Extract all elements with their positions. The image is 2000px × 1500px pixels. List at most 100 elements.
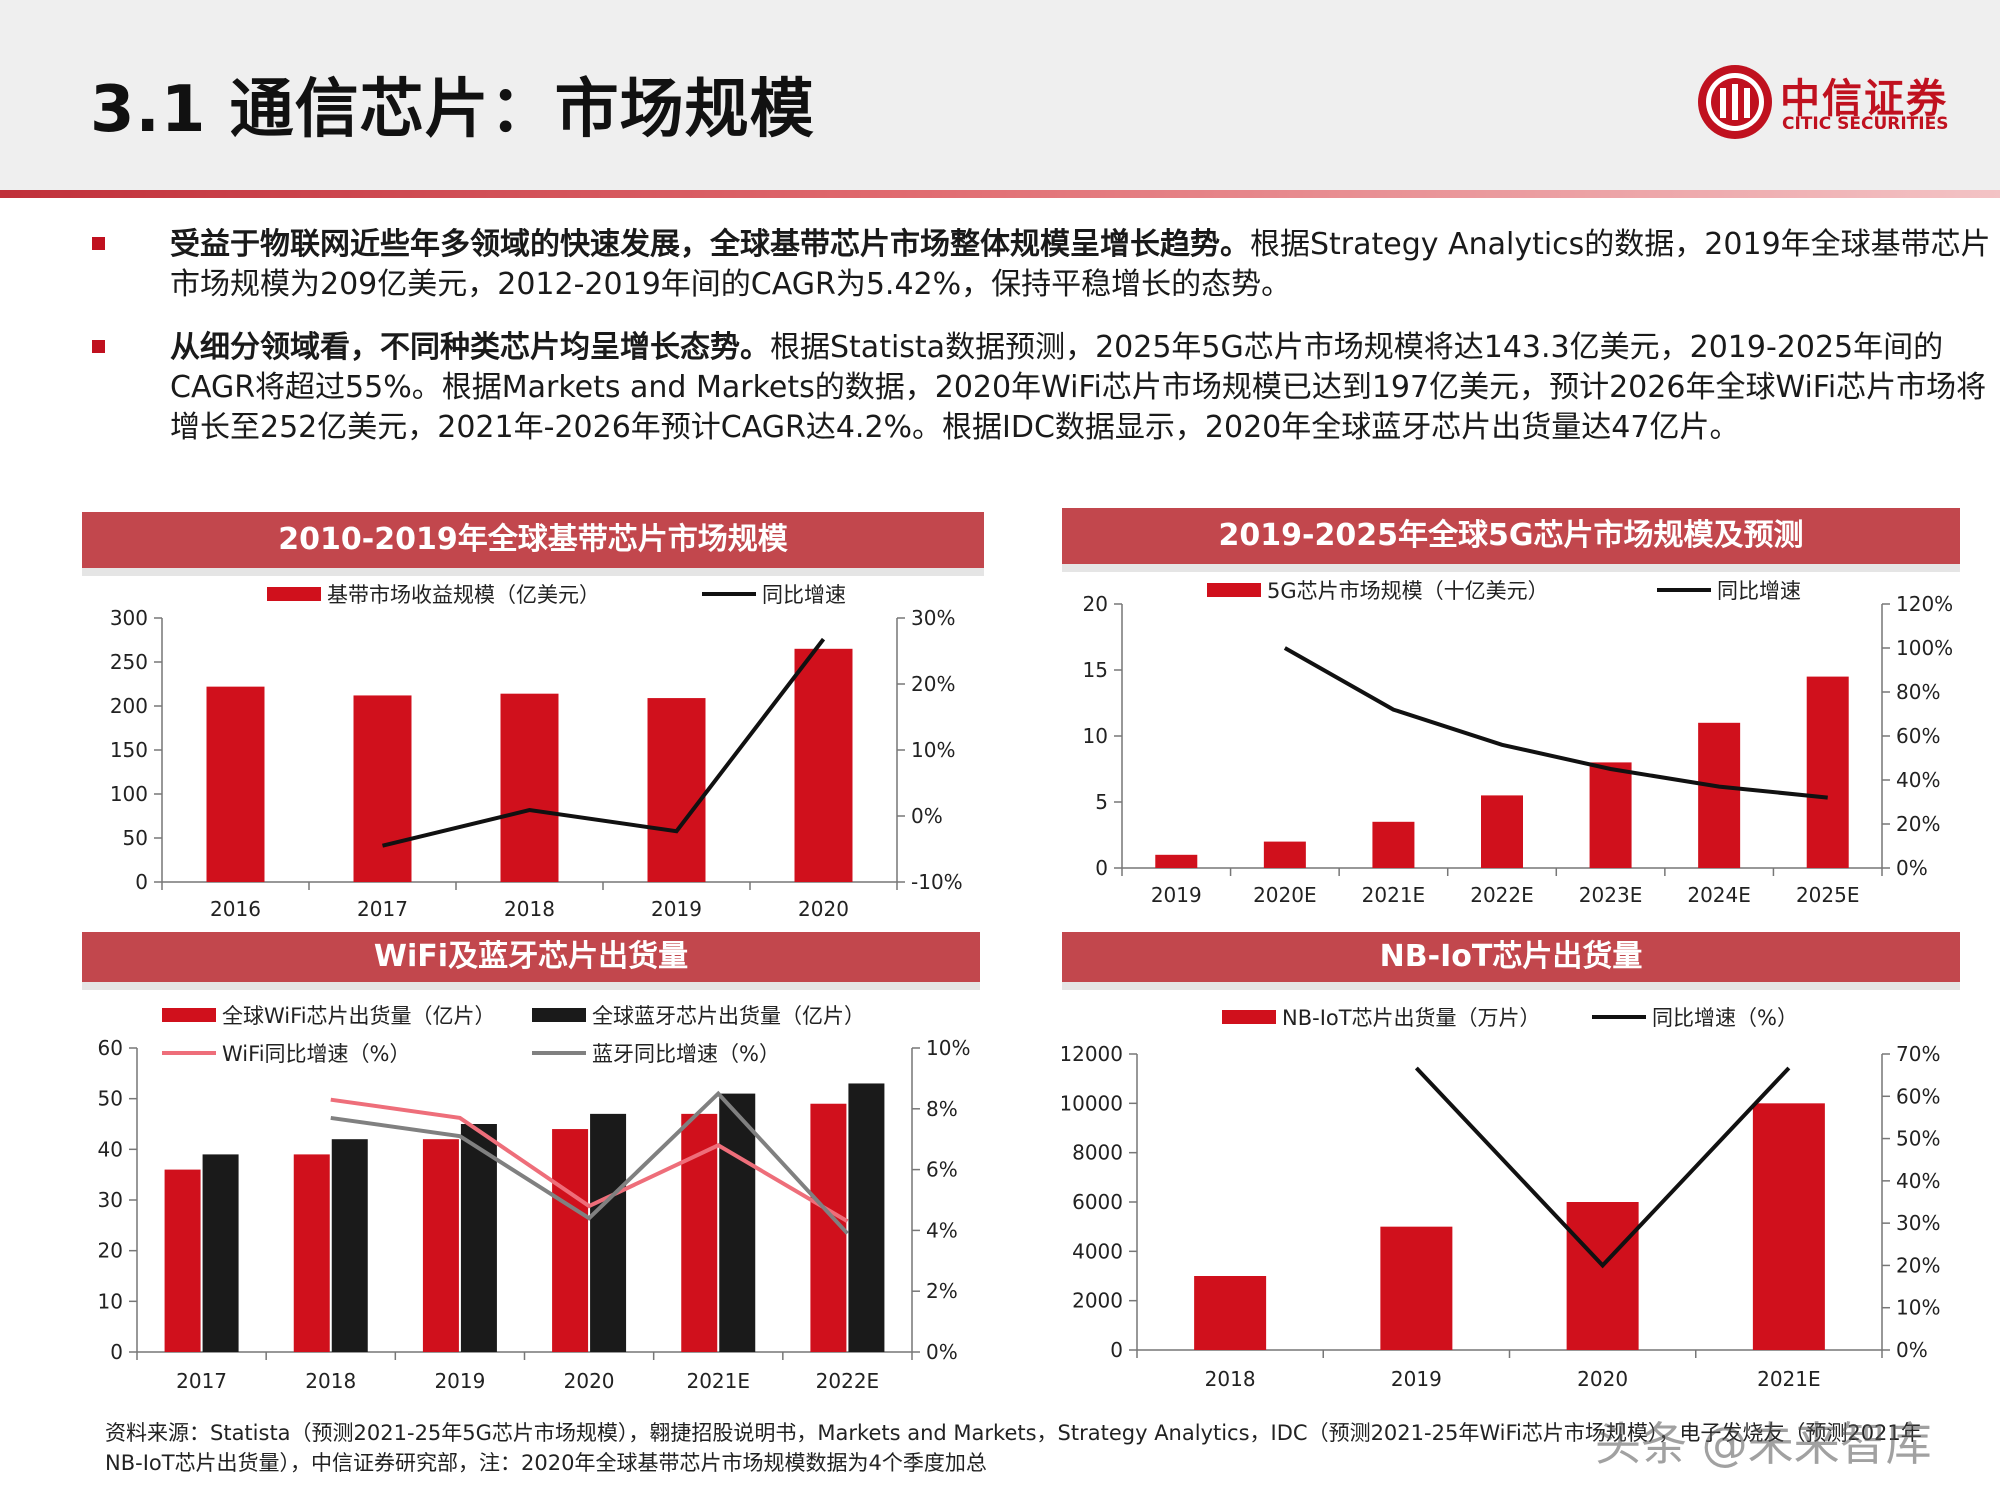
panel-1-shadow bbox=[82, 568, 984, 576]
x-tick-label: 2020 bbox=[564, 1369, 615, 1393]
y2-tick-label: 0% bbox=[926, 1340, 958, 1364]
y2-tick-label: 30% bbox=[1896, 1211, 1940, 1235]
x-tick-label: 2016 bbox=[210, 897, 261, 921]
y-tick-label: 20 bbox=[98, 1239, 123, 1263]
y-tick-label: 50 bbox=[98, 1087, 123, 1111]
y2-tick-label: 40% bbox=[1896, 768, 1940, 792]
panel-3-shadow bbox=[82, 982, 980, 990]
chart-wifi-bluetooth: 0 10 20 30 40 50 60 0% 2% 4% 6% 8% 10% 2017 2018 2019 20… bbox=[98, 1004, 971, 1393]
y-tick-label: 50 bbox=[123, 826, 148, 850]
y2-tick-label: 4% bbox=[926, 1218, 958, 1242]
bar-2018 bbox=[331, 1139, 368, 1352]
bar-2020 bbox=[590, 1113, 627, 1352]
legend-label: 蓝牙同比增速（%） bbox=[592, 1042, 780, 1066]
x-tick-label: 2024E bbox=[1687, 883, 1751, 907]
x-tick-label: 2018 bbox=[305, 1369, 356, 1393]
y-tick-label: 0 bbox=[1095, 856, 1108, 880]
y2-tick-label: 0% bbox=[1896, 1338, 1928, 1362]
bar-2019 bbox=[647, 698, 706, 882]
series-line bbox=[1283, 646, 1828, 800]
panel-2-header: 2019-2025年全球5G芯片市场规模及预测 bbox=[1062, 508, 1960, 564]
panel-4-header: NB-IoT芯片出货量 bbox=[1062, 932, 1960, 982]
page-title: 3.1 通信芯片：市场规模 bbox=[90, 73, 815, 147]
bar-2018 bbox=[293, 1154, 330, 1352]
legend-swatch bbox=[532, 1008, 586, 1022]
x-tick-label: 2020 bbox=[798, 897, 849, 921]
legend-swatch bbox=[267, 587, 321, 601]
bullet-1-body: 根据Strategy Analytics的数据，2019年全球基带芯片市场规模为… bbox=[170, 227, 1991, 302]
y2-tick-label: 10% bbox=[911, 738, 955, 762]
series-line bbox=[382, 637, 826, 848]
bar-2021E bbox=[719, 1093, 756, 1352]
x-tick-label: 2021E bbox=[1362, 883, 1426, 907]
bullet-1-text: 受益于物联网近些年多领域的快速发展，全球基带芯片市场整体规模呈增长趋势。根据St… bbox=[170, 225, 2000, 305]
x-tick-label: 2023E bbox=[1579, 883, 1643, 907]
bar-2017 bbox=[202, 1154, 239, 1352]
panel-3-header: WiFi及蓝牙芯片出货量 bbox=[82, 932, 980, 982]
x-tick-label: 2021E bbox=[686, 1369, 750, 1393]
y-tick-label: 5 bbox=[1095, 790, 1108, 814]
bar-2019 bbox=[422, 1139, 459, 1352]
legend-label: NB-IoT芯片出货量（万片） bbox=[1282, 1006, 1541, 1030]
y2-tick-label: 8% bbox=[926, 1097, 958, 1121]
y2-tick-label: 6% bbox=[926, 1158, 958, 1182]
y2-tick-label: 2% bbox=[926, 1279, 958, 1303]
bullet-2-text: 从细分领域看，不同种类芯片均呈增长态势。根据Statista数据预测，2025年… bbox=[170, 328, 2000, 448]
bar-2022E bbox=[1481, 795, 1523, 868]
y2-tick-label: 40% bbox=[1896, 1169, 1940, 1193]
y-tick-label: 0 bbox=[135, 870, 148, 894]
y2-tick-label: 0% bbox=[911, 804, 943, 828]
x-tick-label: 2020 bbox=[1577, 1367, 1628, 1391]
panel-2-title: 2019-2025年全球5G芯片市场规模及预测 bbox=[1218, 518, 1804, 553]
y-tick-label: 40 bbox=[98, 1137, 123, 1161]
watermark: 头条 @未来智库 bbox=[1595, 1417, 1932, 1471]
bar-2024E bbox=[1698, 722, 1741, 868]
bar-2021E bbox=[1752, 1103, 1825, 1350]
bar-2025E bbox=[1806, 676, 1849, 868]
x-tick-label: 2019 bbox=[434, 1369, 485, 1393]
bar-2017 bbox=[164, 1169, 201, 1352]
y2-tick-label: 80% bbox=[1896, 680, 1940, 704]
x-tick-label: 2022E bbox=[1470, 883, 1534, 907]
y-tick-label: 12000 bbox=[1062, 1042, 1123, 1066]
citic-emblem-icon bbox=[1698, 65, 1772, 139]
y2-tick-label: 20% bbox=[1896, 812, 1940, 836]
bar-2023E bbox=[1589, 762, 1632, 868]
y-tick-label: 8000 bbox=[1072, 1141, 1123, 1165]
bar-2021E bbox=[1372, 821, 1415, 868]
x-tick-label: 2017 bbox=[176, 1369, 227, 1393]
y2-tick-label: 50% bbox=[1896, 1127, 1940, 1151]
bullet-marker-icon bbox=[92, 237, 105, 250]
x-tick-label: 2018 bbox=[504, 897, 555, 921]
panel-4-shadow bbox=[1062, 982, 1960, 990]
legend-label: 基带市场收益规模（亿美元） bbox=[327, 583, 600, 607]
chart-baseband-market: 0 50 100 150 200 250 300 -10% 0% 10% 20% 30% 2016 201… bbox=[110, 583, 963, 921]
y2-tick-label: 20% bbox=[1896, 1253, 1940, 1277]
legend-label: 同比增速 bbox=[762, 583, 846, 607]
y-tick-label: 15 bbox=[1083, 658, 1108, 682]
header-divider bbox=[0, 190, 2000, 198]
chart-nbiot-shipments: 0 2000 4000 6000 8000 10000 12000 0% 10% 20% 30% 40… bbox=[1062, 1006, 1940, 1391]
y2-tick-label: -10% bbox=[911, 870, 963, 894]
bullet-1-lead: 受益于物联网近些年多领域的快速发展，全球基带芯片市场整体规模呈增长趋势。 bbox=[170, 227, 1250, 262]
logo-chinese-text: 中信证券 bbox=[1780, 76, 1948, 122]
panel-3-title: WiFi及蓝牙芯片出货量 bbox=[373, 939, 689, 974]
bullet-2-lead: 从细分领域看，不同种类芯片均呈增长态势。 bbox=[170, 330, 770, 365]
bullet-2-body: 根据Statista数据预测，2025年5G芯片市场规模将达143.3亿美元，2… bbox=[170, 330, 1987, 445]
y2-tick-label: 0% bbox=[1896, 856, 1928, 880]
y2-tick-label: 70% bbox=[1896, 1042, 1940, 1066]
y-tick-label: 0 bbox=[1110, 1338, 1123, 1362]
y-tick-label: 0 bbox=[110, 1340, 123, 1364]
y2-tick-label: 20% bbox=[911, 672, 955, 696]
panel-1-title: 2010-2019年全球基带芯片市场规模 bbox=[278, 522, 788, 557]
bar-2020E bbox=[1263, 841, 1306, 868]
legend-swatch bbox=[1222, 1010, 1276, 1024]
legend-label: 全球WiFi芯片出货量（亿片） bbox=[222, 1004, 496, 1028]
bar-2020 bbox=[794, 648, 853, 882]
legend-label: 同比增速（%） bbox=[1652, 1006, 1798, 1030]
bar-2019 bbox=[1380, 1226, 1453, 1350]
source-note: 资料来源：Statista（预测2021-25年5G芯片市场规模），翱捷招股说明… bbox=[105, 1421, 1922, 1475]
y-tick-label: 6000 bbox=[1072, 1190, 1123, 1214]
y-tick-label: 10000 bbox=[1062, 1091, 1123, 1115]
y-tick-label: 10 bbox=[98, 1289, 123, 1313]
